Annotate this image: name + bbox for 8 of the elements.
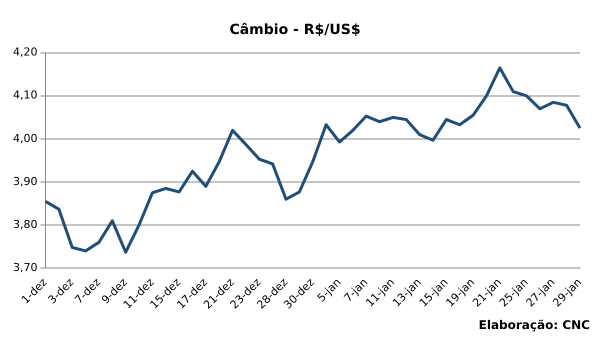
y-tick-label: 3,90 [12,174,38,188]
y-tick-label: 3,80 [12,218,38,231]
text: Elaboração: CNC [478,318,590,332]
y-tick-label: 4,20 [12,46,38,59]
y-tick-label: 4,10 [12,88,38,102]
y-tick-label: 4,00 [12,132,38,145]
chart-title: Câmbio - R$/US$ [229,22,361,38]
y-tick-label: 3,70 [12,261,38,274]
